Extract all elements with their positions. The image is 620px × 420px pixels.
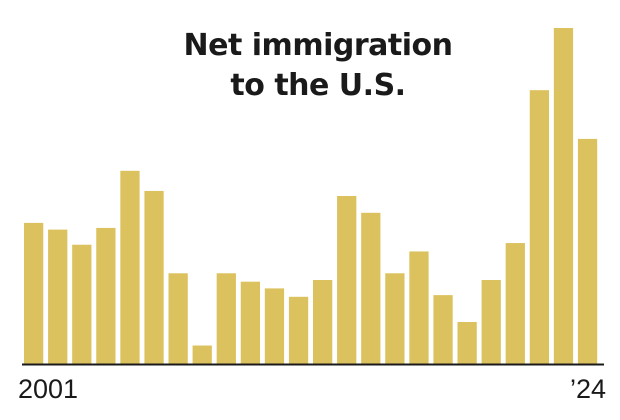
bar-2022 — [529, 90, 550, 364]
bar-2009 — [216, 273, 236, 364]
bar-2024 — [577, 138, 598, 364]
bar-2008 — [192, 345, 212, 364]
bar-2019 — [457, 322, 477, 364]
x-tick-label-last: ’24 — [570, 374, 606, 404]
bar-2010 — [240, 281, 261, 364]
bar-2018 — [433, 295, 453, 364]
bar-2007 — [168, 273, 188, 364]
bar-2004 — [96, 227, 116, 364]
bar-2001 — [24, 222, 44, 364]
bar-2011 — [264, 288, 285, 364]
bar-2006 — [144, 190, 164, 364]
bar-2005 — [120, 170, 140, 364]
chart-title-line-2: to the U.S. — [230, 68, 406, 103]
bar-2017 — [409, 251, 429, 364]
bar-2002 — [48, 229, 68, 364]
bar-2015 — [361, 212, 381, 364]
bar-2013 — [313, 280, 333, 364]
chart-title: Net immigration to the U.S. — [0, 26, 620, 106]
bar-2012 — [288, 296, 309, 364]
bar-2003 — [72, 244, 92, 364]
bar-2020 — [481, 280, 501, 364]
bar-2023 — [553, 28, 574, 364]
bars-group — [24, 28, 598, 364]
chart-title-line-1: Net immigration — [183, 28, 453, 63]
x-tick-label-first: 2001 — [18, 374, 78, 404]
bar-2021 — [505, 243, 525, 364]
bar-2016 — [385, 273, 405, 364]
bar-2014 — [337, 196, 357, 364]
